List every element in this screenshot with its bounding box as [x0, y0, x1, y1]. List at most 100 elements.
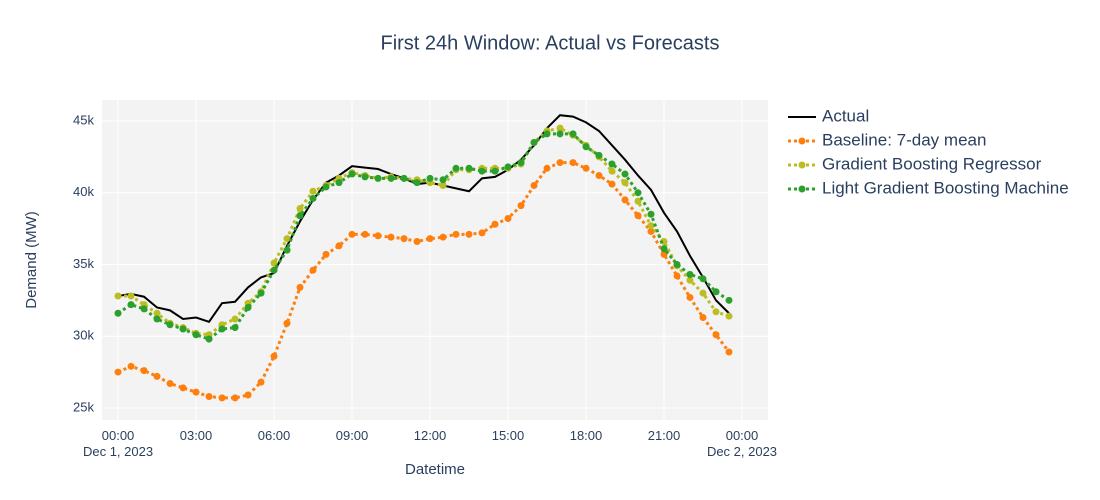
point: [374, 232, 382, 240]
point: [634, 212, 642, 220]
point: [569, 130, 577, 138]
point: [205, 392, 213, 400]
point: [452, 230, 460, 238]
point: [504, 163, 512, 171]
point: [556, 159, 564, 167]
point: [270, 352, 278, 360]
point: [647, 222, 655, 230]
point: [296, 212, 304, 220]
point: [491, 167, 499, 175]
point: [478, 167, 486, 175]
point: [283, 235, 291, 243]
x-tick-label: 18:00: [569, 428, 603, 443]
point: [595, 151, 603, 159]
point: [725, 296, 733, 304]
legend-marker: [798, 137, 806, 145]
point: [127, 292, 135, 300]
y-tick-label: 40k: [73, 184, 94, 199]
point: [270, 266, 278, 274]
point: [608, 180, 616, 188]
point: [517, 202, 525, 210]
point: [179, 384, 187, 392]
point: [452, 164, 460, 172]
point: [387, 233, 395, 241]
legend-label: Gradient Boosting Regressor: [822, 154, 1042, 173]
x-tick-label: 21:00: [647, 428, 681, 443]
y-axis-title: Demand (MW): [23, 211, 40, 309]
point: [166, 321, 174, 329]
legend-label: Light Gradient Boosting Machine: [822, 178, 1069, 197]
point: [218, 394, 226, 402]
legend-marker: [798, 161, 806, 169]
point: [621, 196, 629, 204]
point: [192, 388, 200, 396]
point: [192, 331, 200, 339]
point: [582, 143, 590, 151]
point: [140, 367, 148, 375]
point: [712, 308, 720, 316]
point: [153, 315, 161, 323]
legend-label: Baseline: 7-day mean: [822, 130, 986, 149]
point: [647, 210, 655, 218]
point: [348, 230, 356, 238]
point: [621, 179, 629, 187]
point: [699, 275, 707, 283]
point: [530, 138, 538, 146]
point: [374, 174, 382, 182]
point: [153, 372, 161, 380]
point: [595, 171, 603, 179]
point: [725, 312, 733, 320]
x-tick-label: 00:00 Dec 2, 2023: [706, 428, 778, 459]
y-tick-label: 25k: [73, 399, 94, 414]
point: [413, 179, 421, 187]
point: [413, 237, 421, 245]
y-tick-label: 30k: [73, 328, 94, 343]
point: [257, 378, 265, 386]
point: [335, 179, 343, 187]
point: [686, 276, 694, 284]
point: [296, 204, 304, 212]
point: [465, 230, 473, 238]
point: [114, 309, 122, 317]
point: [309, 266, 317, 274]
point: [686, 293, 694, 301]
legend-label: Actual: [822, 106, 869, 125]
point: [400, 174, 408, 182]
point: [569, 159, 577, 167]
point: [153, 309, 161, 317]
point: [582, 164, 590, 172]
x-tick-label: 03:00: [179, 428, 213, 443]
series-line: [117, 114, 730, 324]
point: [218, 325, 226, 333]
point: [205, 335, 213, 343]
x-tick-label: 09:00: [335, 428, 369, 443]
point: [127, 301, 135, 309]
point: [556, 130, 564, 138]
point: [140, 305, 148, 313]
point: [361, 173, 369, 181]
point: [400, 235, 408, 243]
point: [231, 394, 239, 402]
point: [634, 197, 642, 205]
point: [543, 164, 551, 172]
point: [231, 324, 239, 332]
point: [361, 230, 369, 238]
point: [257, 289, 265, 297]
point: [439, 233, 447, 241]
chart-title: First 24h Window: Actual vs Forecasts: [380, 32, 719, 54]
point: [296, 283, 304, 291]
x-tick-label: 12:00: [413, 428, 447, 443]
point: [517, 159, 525, 167]
point: [647, 227, 655, 235]
point: [335, 242, 343, 250]
point: [608, 160, 616, 168]
point: [699, 314, 707, 322]
point: [504, 215, 512, 223]
point: [426, 174, 434, 182]
point: [166, 380, 174, 388]
point: [114, 292, 122, 300]
y-tick-label: 35k: [73, 256, 94, 271]
point: [660, 245, 668, 253]
